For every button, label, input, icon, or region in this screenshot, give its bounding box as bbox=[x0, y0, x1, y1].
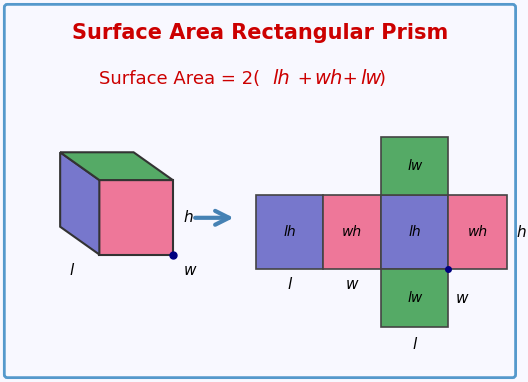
Text: lw: lw bbox=[407, 159, 422, 173]
Text: lh: lh bbox=[283, 225, 296, 239]
Polygon shape bbox=[60, 152, 99, 254]
Text: lh: lh bbox=[408, 225, 421, 239]
Bar bbox=[256, 195, 323, 269]
Bar bbox=[323, 195, 381, 269]
Text: lw: lw bbox=[407, 291, 422, 305]
Polygon shape bbox=[99, 180, 173, 254]
Bar bbox=[381, 195, 448, 269]
Text: +: + bbox=[337, 70, 364, 88]
Text: wh: wh bbox=[342, 225, 362, 239]
Text: Surface Area Rectangular Prism: Surface Area Rectangular Prism bbox=[72, 23, 448, 43]
Polygon shape bbox=[60, 152, 173, 180]
Text: lh: lh bbox=[272, 69, 290, 88]
Text: wh: wh bbox=[467, 225, 487, 239]
Bar bbox=[381, 269, 448, 327]
Text: w: w bbox=[346, 277, 359, 292]
Text: h: h bbox=[184, 210, 193, 225]
Text: wh: wh bbox=[315, 69, 343, 88]
Bar bbox=[381, 138, 448, 195]
Text: Surface Area = 2(: Surface Area = 2( bbox=[99, 70, 260, 88]
FancyBboxPatch shape bbox=[4, 4, 516, 378]
Text: l: l bbox=[287, 277, 291, 292]
Text: +: + bbox=[293, 70, 319, 88]
Bar bbox=[448, 195, 507, 269]
Text: l: l bbox=[412, 337, 417, 352]
Text: lw: lw bbox=[360, 69, 381, 88]
Text: ): ) bbox=[379, 70, 385, 88]
Text: w: w bbox=[456, 291, 468, 306]
Text: h: h bbox=[516, 225, 526, 240]
Text: l: l bbox=[70, 263, 74, 278]
Text: w: w bbox=[184, 263, 196, 278]
